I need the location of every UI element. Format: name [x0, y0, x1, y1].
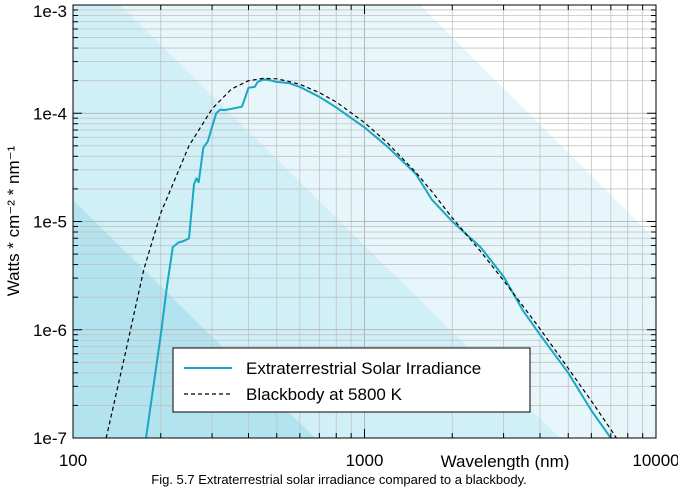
legend-box	[172, 347, 531, 413]
y-tick-label: 1e-6	[33, 321, 67, 340]
y-axis-title: Watts * cm⁻² * nm⁻¹	[4, 145, 23, 296]
x-tick-label: 1000	[346, 451, 384, 470]
x-tick-label: 100	[59, 451, 87, 470]
legend-label-solar: Extraterrestrial Solar Irradiance	[246, 359, 481, 378]
tick-labels: 100 1000 10000 1e-7 1e-6 1e-5 1e-4 1e-3	[33, 2, 678, 470]
legend-label-blackbody: Blackbody at 5800 K	[246, 385, 403, 404]
x-tick-label: 10000	[632, 451, 678, 470]
y-tick-label: 1e-3	[33, 2, 67, 21]
legend: Extraterrestrial Solar Irradiance Blackb…	[172, 347, 531, 413]
y-tick-label: 1e-4	[33, 104, 67, 123]
x-axis-title: Wavelength (nm)	[441, 452, 570, 470]
blackbody-curve	[105, 77, 618, 438]
figure-caption: Fig. 5.7 Extraterrestrial solar irradian…	[151, 472, 527, 487]
axis-ticks	[72, 5, 656, 439]
y-tick-label: 1e-7	[33, 429, 67, 448]
irradiance-chart: 100 1000 10000 1e-7 1e-6 1e-5 1e-4 1e-3 Wavelen…	[4, 2, 678, 470]
series-layer	[105, 77, 618, 438]
y-tick-label: 1e-5	[33, 213, 67, 232]
